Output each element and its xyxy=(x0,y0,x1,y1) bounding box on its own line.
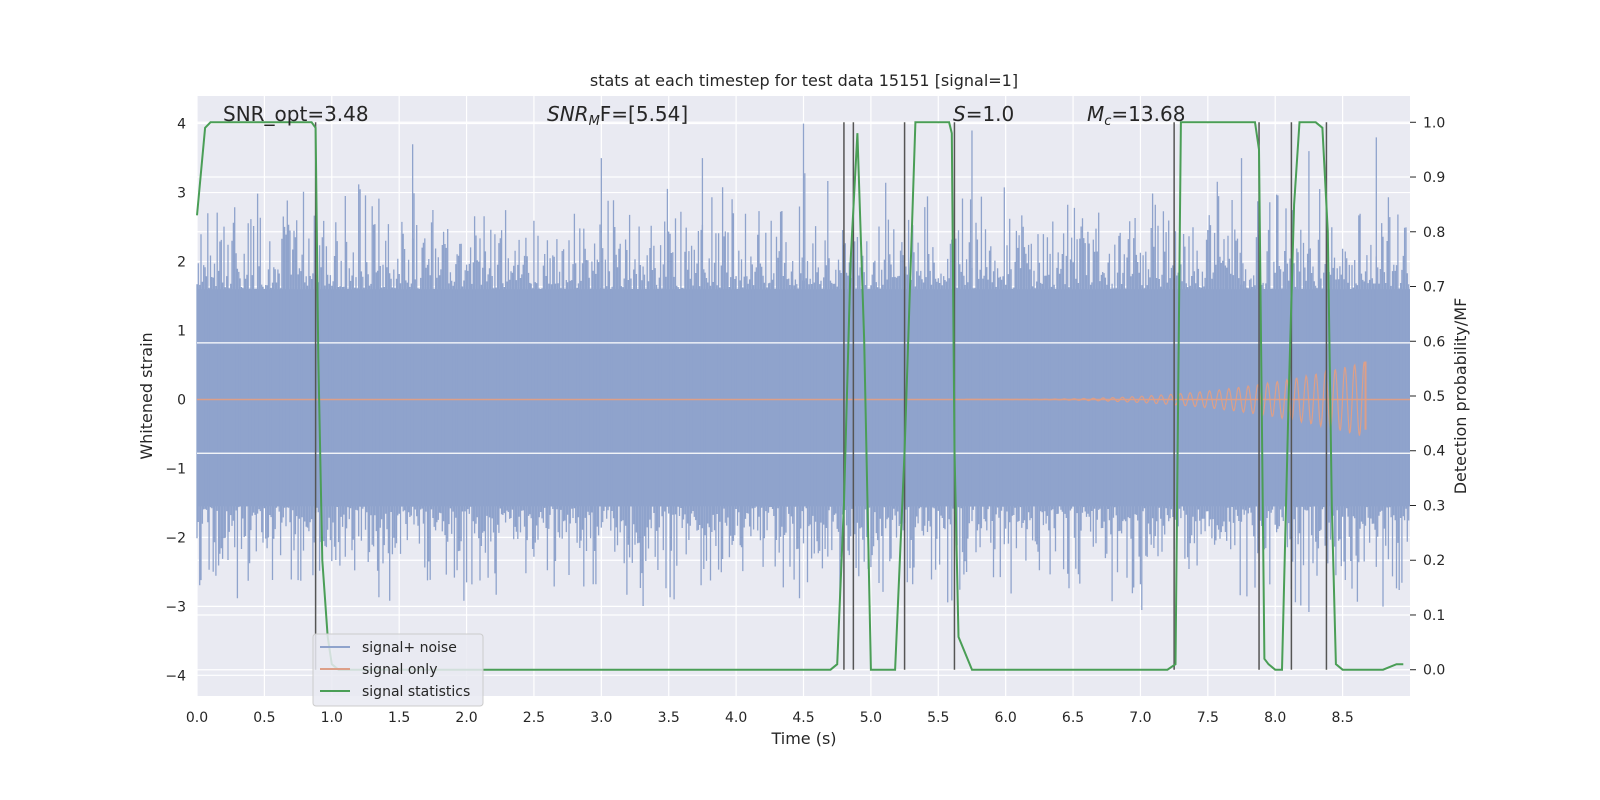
x-tick-label: 7.5 xyxy=(1197,710,1219,726)
y-left-tick-label: 3 xyxy=(177,186,186,202)
annotation-mc: Mc=13.68 xyxy=(1087,102,1185,129)
annotation-s-name: S xyxy=(953,102,966,126)
y-left-tick-label: 1 xyxy=(177,323,186,339)
annotation-mc-sub: c xyxy=(1104,114,1111,129)
annotation-s-value: =1.0 xyxy=(966,102,1015,126)
x-tick-label: 8.5 xyxy=(1331,710,1353,726)
annotation-snr-mf-tail: F=[5.54] xyxy=(600,102,688,126)
y-right-tick-label: 0.9 xyxy=(1423,170,1445,186)
y-left-tick-label: −4 xyxy=(165,668,186,684)
x-tick-label: 6.0 xyxy=(995,710,1017,726)
y-left-tick-label: 0 xyxy=(177,392,186,408)
x-axis-label: Time (s) xyxy=(770,729,836,748)
y-axis-right-label: Detection probability/MF xyxy=(1451,298,1470,495)
x-tick-label: 1.5 xyxy=(388,710,410,726)
x-tick-label: 3.5 xyxy=(658,710,680,726)
x-tick-label: 1.0 xyxy=(321,710,343,726)
y-right-tick-label: 0.5 xyxy=(1423,389,1445,405)
y-left-tick-label: −2 xyxy=(165,530,186,546)
legend-label-signal-statistics: signal statistics xyxy=(362,684,470,700)
annotation-mc-value: =13.68 xyxy=(1111,102,1185,126)
y-axis-left-label: Whitened strain xyxy=(137,332,156,459)
annotation-snr-mf-sub: M xyxy=(589,114,600,129)
signal-chirp xyxy=(965,361,1367,436)
y-left-tick-label: −3 xyxy=(165,599,186,615)
y-right-tick-label: 1.0 xyxy=(1423,115,1445,131)
y-right-tick-label: 0.8 xyxy=(1423,225,1445,241)
statistics-line xyxy=(196,121,1404,671)
x-tick-label: 0.0 xyxy=(186,710,208,726)
annotation-snr-mf: SNRMF=[5.54] xyxy=(547,102,688,129)
x-tick-label: 5.0 xyxy=(860,710,882,726)
y-left-tick-label: 2 xyxy=(177,255,186,271)
x-tick-label: 4.5 xyxy=(792,710,814,726)
annotation-s: S=1.0 xyxy=(953,102,1014,126)
x-tick-label: 0.5 xyxy=(253,710,275,726)
x-tick-label: 2.0 xyxy=(455,710,477,726)
x-tick-label: 5.5 xyxy=(927,710,949,726)
annotation-snr-mf-name: SNR xyxy=(547,102,589,126)
y-left-tick-label: 4 xyxy=(177,117,186,133)
x-tick-label: 8.0 xyxy=(1264,710,1286,726)
chart-title: stats at each timestep for test data 151… xyxy=(590,71,1018,90)
y-right-tick-label: 0.2 xyxy=(1423,553,1445,569)
series-signal-only xyxy=(197,361,1410,436)
y-right-tick-label: 0.6 xyxy=(1423,334,1445,350)
y-right-tick-label: 0.3 xyxy=(1423,498,1445,514)
legend: signal+ noise signal only signal statist… xyxy=(312,633,484,707)
series-signal-statistics xyxy=(196,121,1404,671)
annotation-mc-name: M xyxy=(1087,102,1104,126)
x-tick-label: 3.0 xyxy=(590,710,612,726)
x-tick-label: 7.0 xyxy=(1129,710,1151,726)
y-right-tick-label: 0.7 xyxy=(1423,280,1445,296)
x-tick-label: 4.0 xyxy=(725,710,747,726)
y-left-tick-label: −1 xyxy=(165,461,186,477)
legend-box xyxy=(312,633,484,707)
legend-label-signal-only: signal only xyxy=(362,662,437,678)
y-right-tick-label: 0.1 xyxy=(1423,608,1445,624)
annotation-snr-opt: SNR_opt=3.48 xyxy=(223,102,369,126)
x-tick-label: 2.5 xyxy=(523,710,545,726)
noise-band-lines xyxy=(197,342,1410,454)
legend-label-signal-noise: signal+ noise xyxy=(362,640,457,656)
y-axis-right-ticks: 0.0 0.1 0.2 0.3 0.4 0.5 0.6 0.7 0.8 0.9 1.0 xyxy=(1410,115,1445,679)
y-right-tick-label: 0.4 xyxy=(1423,444,1445,460)
y-right-tick-label: 0.0 xyxy=(1423,663,1445,679)
y-axis-left-ticks: −4 −3 −2 −1 0 1 2 3 4 xyxy=(165,117,186,685)
x-tick-label: 6.5 xyxy=(1062,710,1084,726)
x-axis-ticks: 0.0 0.5 1.0 1.5 2.0 2.5 3.0 3.5 4.0 4.5 5.0 5.5 6.0 6… xyxy=(186,710,1354,726)
